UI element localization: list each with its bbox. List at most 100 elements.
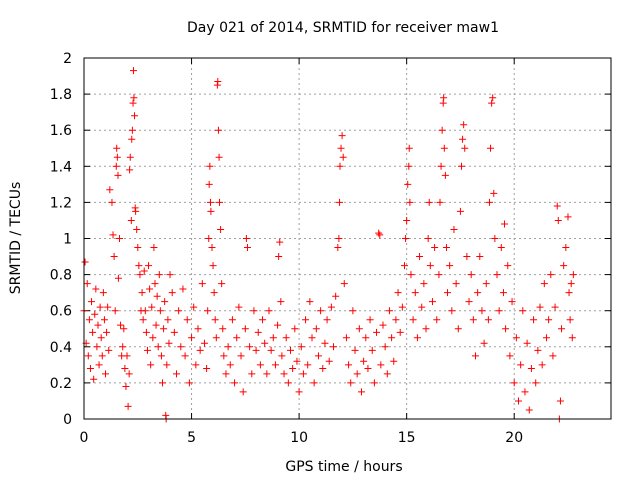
data-point [282,334,290,342]
data-point [491,235,499,242]
y-tick-label: 0.6 [50,304,72,320]
data-point [98,352,106,360]
data-point [398,303,406,311]
data-point [237,352,245,360]
data-point [113,153,121,161]
data-point [379,321,387,329]
data-point [345,361,353,369]
data-point [216,198,224,206]
data-point [154,343,162,351]
data-point [206,198,214,206]
data-point [448,307,456,315]
data-point [291,325,299,333]
data-point [362,334,370,342]
data-point [246,343,254,351]
data-point [440,94,448,102]
data-point [120,325,128,333]
data-point [554,216,562,224]
data-point [212,334,220,342]
data-point [286,346,294,354]
data-point [364,364,372,372]
data-point [88,298,96,306]
data-point [198,280,206,288]
data-point [100,316,108,324]
data-point [259,316,267,324]
data-point [146,285,154,293]
data-point [211,316,219,324]
axis-ticks: 00.20.40.60.811.21.41.61.820 5 10 15 20 [50,51,611,446]
data-point [135,262,143,270]
data-point [115,235,123,242]
data-point [450,225,458,233]
data-point [506,352,514,360]
data-point [565,289,573,297]
data-point [454,325,462,333]
data-point [81,258,89,266]
data-point [519,307,527,315]
y-tick-label: 1 [63,232,72,248]
data-point [442,244,450,252]
data-point [181,352,189,360]
data-point [170,328,178,336]
data-point [177,343,185,351]
data-point [122,383,130,391]
data-point [405,162,413,170]
data-point [220,352,228,360]
data-point [132,207,140,215]
data-point [269,334,277,342]
data-point [337,144,345,152]
data-point [542,334,550,342]
data-point [200,339,208,347]
data-point [425,198,433,206]
data-point [112,162,120,170]
data-point [312,325,320,333]
data-point [467,271,475,279]
data-point [277,298,285,306]
data-point [411,289,419,297]
data-point [134,244,142,252]
data-point [349,307,357,315]
data-point [219,325,227,333]
data-point [482,280,490,288]
x-tick-label: 0 [80,430,89,446]
data-point [422,325,430,333]
y-tick-label: 1.4 [50,159,72,175]
data-point [452,280,460,288]
data-point [92,285,100,293]
data-point [276,238,284,246]
data-point [521,388,529,396]
data-point [527,364,535,372]
data-point [355,325,363,333]
data-point [164,316,172,324]
data-point [497,244,505,252]
data-point [381,343,389,351]
data-point [525,406,533,414]
y-tick-label: 0.8 [50,268,72,284]
data-point [502,325,510,333]
data-point [114,274,122,282]
data-point [205,235,213,242]
data-point [89,328,97,336]
data-point [342,334,350,342]
data-point [210,289,218,297]
data-point [271,361,279,369]
data-point [226,361,234,369]
data-point [459,135,467,143]
data-point [222,370,230,378]
data-point [376,231,384,239]
data-point [143,346,151,354]
data-point [111,307,119,315]
data-point [179,285,187,293]
data-point [446,262,454,270]
data-point [416,253,424,261]
data-point [166,271,174,279]
data-point [243,244,251,252]
y-tick-label: 0.2 [50,376,72,392]
data-point [263,370,271,378]
data-point [310,379,318,387]
data-point [103,328,111,336]
data-point [460,121,468,129]
data-point [538,361,546,369]
data-point [568,334,576,342]
